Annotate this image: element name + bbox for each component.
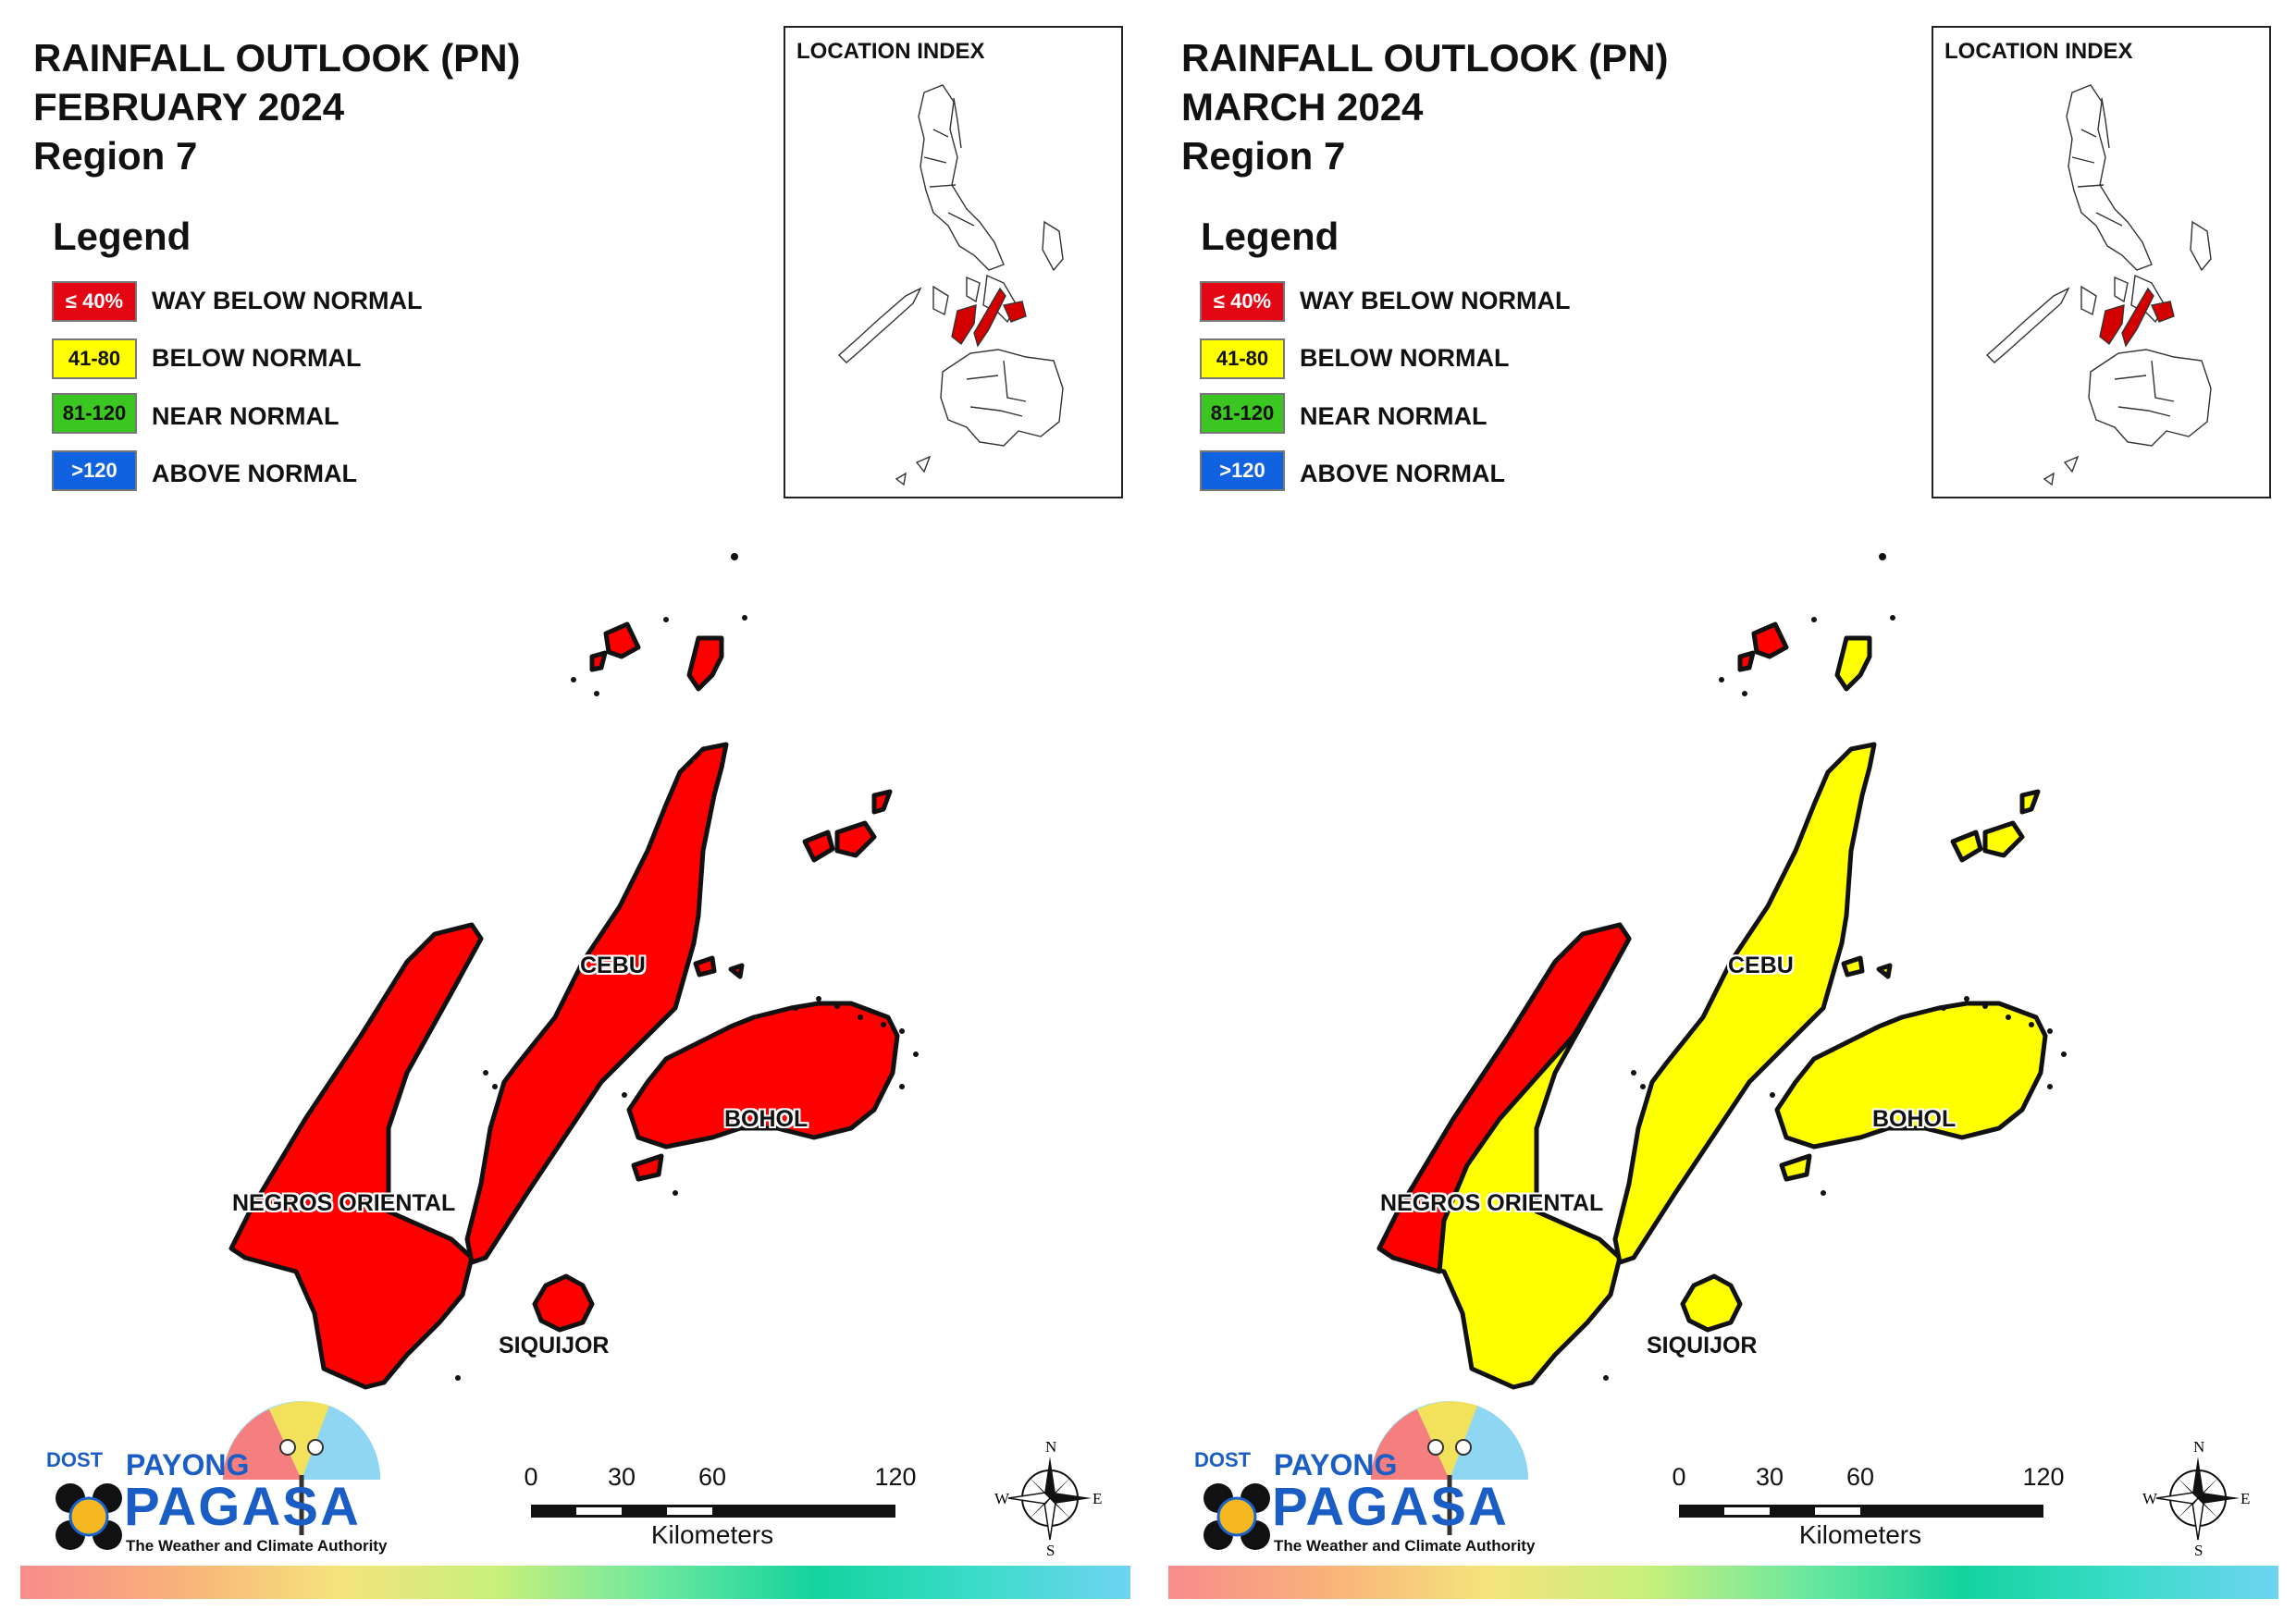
outlook-panel-february: RAINFALL OUTLOOK (PN) FEBRUARY 2024 Regi… (20, 26, 1130, 1599)
legend-swatch: 81-120 (52, 393, 137, 434)
legend-label: NEAR NORMAL (152, 402, 339, 430)
scale-unit: Kilometers (650, 1520, 774, 1549)
compass-w: W (2142, 1490, 2158, 1507)
legend-label: WAY BELOW NORMAL (152, 287, 423, 314)
compass-rose-icon (2155, 1457, 2240, 1541)
compass-rose-icon (1007, 1457, 1092, 1541)
scale-tick-30: 30 (1755, 1463, 1784, 1491)
philippines-index-map (1985, 84, 2212, 486)
region7-map (1376, 553, 2067, 1390)
title-line-2: MARCH 2024 (1181, 85, 1424, 129)
legend-swatch: 41-80 (52, 338, 137, 379)
compass-s: S (2194, 1542, 2203, 1559)
place-label-cebu: CEBU (580, 953, 646, 978)
place-label-bohol: BOHOL (724, 1106, 809, 1132)
pagasa-logo: DOST PAYONG PAGASA The Weather and Clima… (1181, 1387, 1551, 1563)
dost-text: DOST (46, 1448, 104, 1471)
legend-swatch: >120 (1200, 450, 1285, 491)
scale-bar: 0 30 60 120 Kilometers (1666, 1463, 2073, 1555)
legend-swatch: 81-120 (1200, 393, 1285, 434)
place-label-bohol: BOHOL (1872, 1106, 1957, 1132)
legend-label: BELOW NORMAL (152, 344, 362, 372)
legend-swatch: >120 (52, 450, 137, 491)
legend-label: BELOW NORMAL (1300, 344, 1510, 372)
compass-n: N (1045, 1438, 1057, 1456)
legend-swatch: ≤ 40% (52, 281, 137, 322)
title-line-3: Region 7 (1181, 134, 1346, 178)
scale-tick-30: 30 (607, 1463, 636, 1491)
umbrella-icon (1204, 1401, 1529, 1550)
location-index-box: LOCATION INDEX (1932, 26, 2271, 498)
title-line-1: RAINFALL OUTLOOK (PN) (33, 36, 521, 80)
title-line-3: Region 7 (33, 134, 198, 178)
north-arrow: N S E W (2142, 1438, 2253, 1559)
pagasa-text: PAGASA (124, 1477, 361, 1537)
region7-map (228, 553, 919, 1390)
philippines-index-map (837, 84, 1064, 486)
legend-label: WAY BELOW NORMAL (1300, 287, 1571, 314)
legend-swatch: ≤ 40% (1200, 281, 1285, 322)
legend-label: NEAR NORMAL (1300, 402, 1487, 430)
compass-w: W (994, 1490, 1010, 1507)
place-label-cebu: CEBU (1728, 953, 1794, 978)
outlook-panel-march: RAINFALL OUTLOOK (PN) MARCH 2024 Region … (1148, 0, 2296, 1623)
place-label-negros-oriental: NEGROS ORIENTAL (1380, 1190, 1604, 1216)
place-label-negros-oriental: NEGROS ORIENTAL (232, 1190, 456, 1216)
dost-text: DOST (1194, 1448, 1252, 1471)
place-label-siquijor: SIQUIJOR (499, 1333, 610, 1359)
umbrella-icon (56, 1401, 381, 1550)
scale-tick-120: 120 (874, 1463, 917, 1491)
scale-tick-60: 60 (697, 1463, 727, 1491)
siquijor-shape (1680, 1273, 1743, 1333)
cebu-shape (464, 742, 729, 1265)
compass-n: N (2193, 1438, 2205, 1456)
pagasa-text: PAGASA (1272, 1477, 1509, 1537)
legend-label: ABOVE NORMAL (1300, 460, 1505, 487)
scale-tick-0: 0 (524, 1463, 538, 1491)
legend-heading: Legend (53, 215, 191, 258)
tagline-text: The Weather and Climate Authority (1274, 1537, 1536, 1555)
siquijor-shape (532, 1273, 595, 1333)
scale-unit: Kilometers (1798, 1520, 1922, 1549)
location-index-title: LOCATION INDEX (1944, 39, 2133, 64)
scale-bar-graphic (531, 1505, 895, 1518)
map-title: RAINFALL OUTLOOK (PN) FEBRUARY 2024 Regi… (33, 33, 521, 180)
payong-text: PAYONG (126, 1448, 250, 1482)
north-arrow: N S E W (994, 1438, 1105, 1559)
tagline-text: The Weather and Climate Authority (126, 1537, 388, 1555)
location-index-box: LOCATION INDEX (784, 26, 1123, 498)
pagasa-logo: DOST PAYONG PAGASA The Weather and Clima… (33, 1387, 403, 1563)
cebu-shape (1612, 742, 1877, 1265)
dost-emblem-icon (56, 1483, 122, 1550)
bohol-shape (1774, 1001, 2048, 1150)
bohol-shape (626, 1001, 900, 1150)
negros-red-zone-shape (1376, 922, 1632, 1274)
scale-bar-graphic (1679, 1505, 2043, 1518)
scale-tick-60: 60 (1845, 1463, 1875, 1491)
footer-gradient-bar (1168, 1566, 2278, 1599)
title-line-1: RAINFALL OUTLOOK (PN) (1181, 36, 1669, 80)
compass-s: S (1046, 1542, 1055, 1559)
payong-text: PAYONG (1274, 1448, 1398, 1482)
scale-tick-120: 120 (2022, 1463, 2065, 1491)
footer-gradient-bar (20, 1566, 1130, 1599)
scale-tick-0: 0 (1672, 1463, 1686, 1491)
compass-e: E (1092, 1490, 1103, 1507)
place-label-siquijor: SIQUIJOR (1647, 1333, 1758, 1359)
map-title: RAINFALL OUTLOOK (PN) MARCH 2024 Region … (1181, 33, 1669, 180)
scale-bar: 0 30 60 120 Kilometers (518, 1463, 925, 1555)
legend-heading: Legend (1201, 215, 1339, 258)
legend-swatch: 41-80 (1200, 338, 1285, 379)
title-line-2: FEBRUARY 2024 (33, 85, 345, 129)
compass-e: E (2240, 1490, 2251, 1507)
legend-label: ABOVE NORMAL (152, 460, 357, 487)
dost-emblem-icon (1204, 1483, 1270, 1550)
location-index-title: LOCATION INDEX (796, 39, 985, 64)
negros-oriental-shape (228, 922, 484, 1390)
